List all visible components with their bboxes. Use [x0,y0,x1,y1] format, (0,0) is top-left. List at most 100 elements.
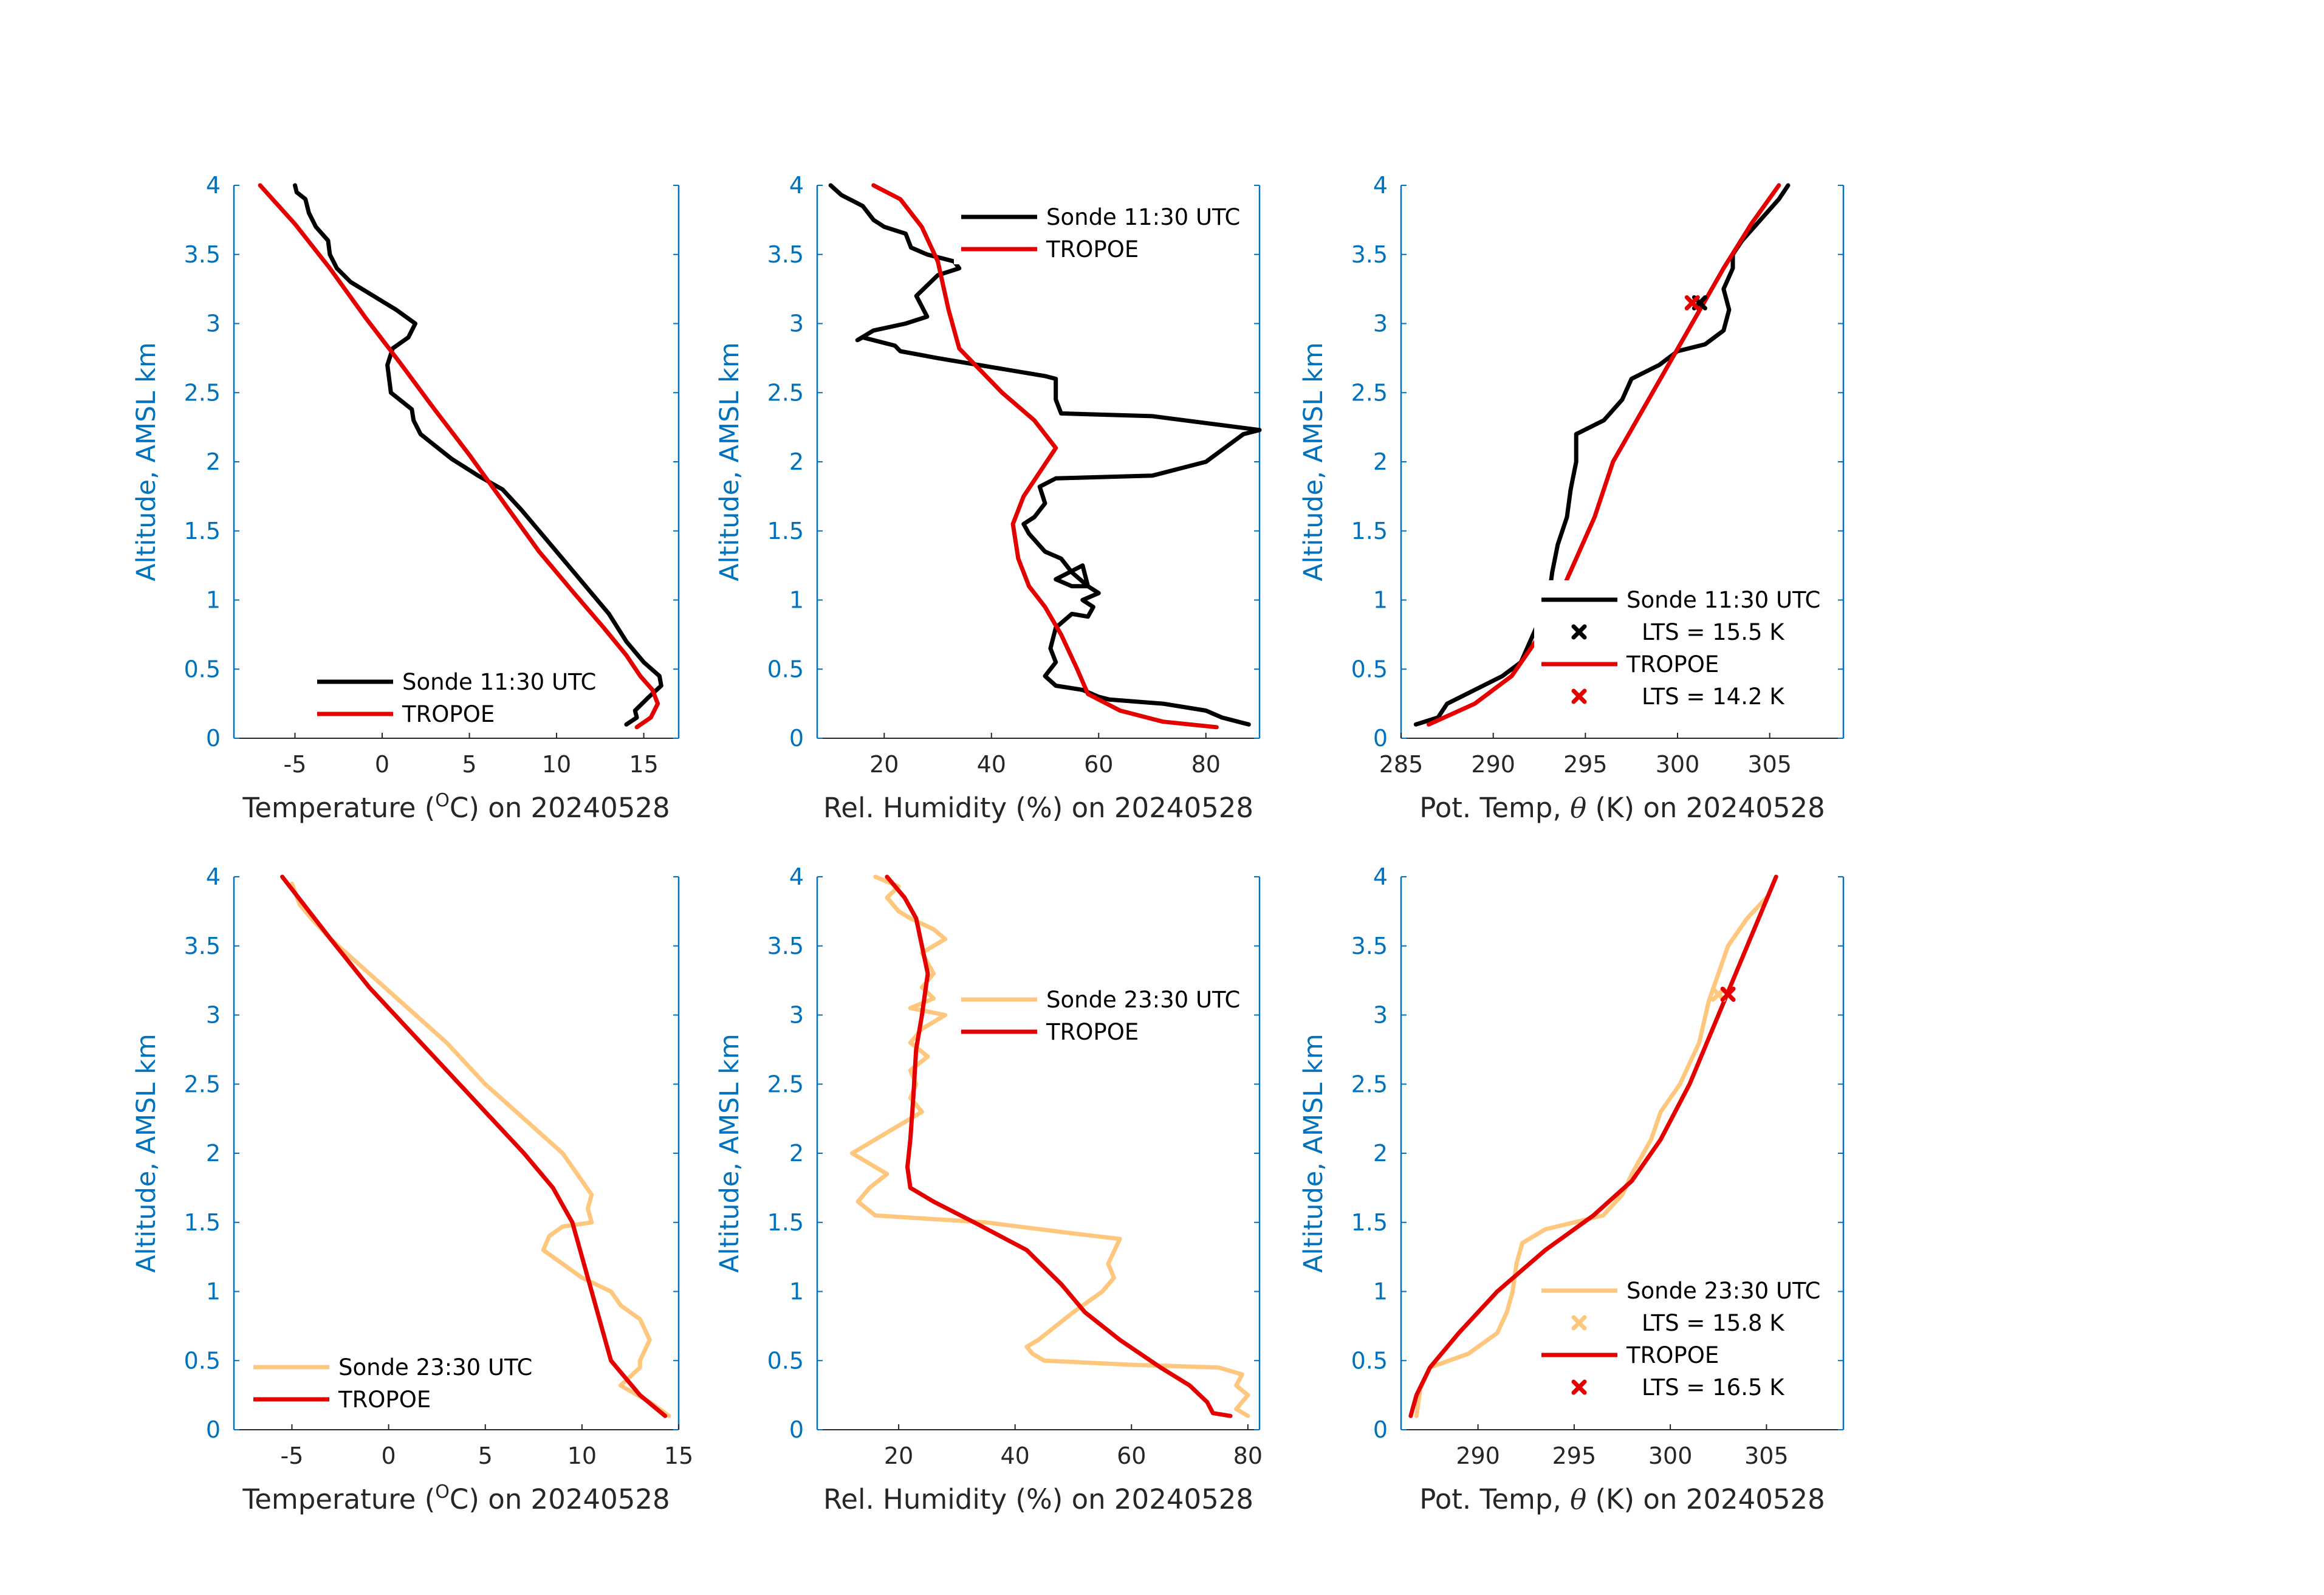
y-tick-label: 1 [789,587,804,614]
chart-panel-1: 0 0.5 1 1.5 2 2.5 3 3.5 4 -5 0 5 10 15 Altitude, AMSL … [131,172,680,824]
legend-box [246,1348,538,1415]
legend: Sonde 11:30 UTC TROPOE [954,197,1252,264]
y-tick-label: 3 [206,1002,221,1029]
legend-label: LTS = 16.5 K [1642,1374,1785,1401]
legend: Sonde 23:30 UTC LTS = 15.8 K TROPOE LTS = 1… [1534,1271,1832,1405]
legend: Sonde 11:30 UTC LTS = 15.5 K TROPOE LTS = 1… [1534,580,1832,714]
y-tick-label: 1 [1373,1278,1388,1305]
x-tick-label: 290 [1456,1442,1500,1469]
x-axis-label: Pot. Temp, θ (K) on 20240528 [1419,1483,1825,1515]
legend: Sonde 11:30 UTC TROPOE [310,662,602,729]
legend-label: Sonde 11:30 UTC [1046,204,1240,230]
y-tick-label: 0.5 [767,656,804,682]
y-tick-label: 1 [789,1278,804,1305]
y-tick-label: 0 [206,725,221,752]
chart-panel-3: 0 0.5 1 1.5 2 2.5 3 3.5 4 285 290 295 300 305 Altitude… [1298,172,1845,824]
x-tick-label: 15 [629,751,658,778]
legend-label: Sonde 11:30 UTC [402,669,596,695]
legend-label: Sonde 11:30 UTC [1626,587,1820,613]
legend-label: Sonde 23:30 UTC [1626,1278,1820,1304]
legend-label: Sonde 23:30 UTC [1046,987,1240,1013]
y-tick-label: 1 [206,1278,221,1305]
y-tick-label: 2 [1373,448,1388,475]
y-tick-label: 3 [206,310,221,337]
x-axis-label: Temperature (OC) on 20240528 [242,1481,670,1515]
y-tick-label: 1.5 [184,1209,221,1236]
y-tick-label: 2.5 [184,379,221,406]
y-tick-label: 3.5 [184,933,221,959]
chart-panel-6: 0 0.5 1 1.5 2 2.5 3 3.5 4 290 295 300 305 Altitude, A… [1298,863,1845,1515]
legend-marker-swatch [1571,1379,1587,1395]
y-tick-label: 2.5 [767,379,804,406]
y-tick-label: 0.5 [184,1347,221,1374]
legend-label: TROPOE [402,701,495,727]
x-tick-label: 10 [542,751,571,778]
legend-label: LTS = 15.5 K [1642,619,1785,645]
legend-label: TROPOE [1626,651,1719,677]
y-axis-label: Altitude, AMSL km [131,342,162,581]
x-tick-label: 10 [567,1442,597,1469]
y-tick-label: 4 [206,172,221,199]
x-tick-label: 300 [1656,751,1700,778]
x-tick-label: 20 [884,1442,913,1469]
x-tick-label: 305 [1744,1442,1789,1469]
y-tick-label: 2.5 [767,1071,804,1097]
legend-marker-swatch [1571,1315,1587,1331]
x-tick-label: 290 [1471,751,1515,778]
y-tick-label: 2 [789,1140,804,1167]
x-tick-label: 20 [869,751,899,778]
y-tick-label: 4 [1373,172,1388,199]
x-tick-label: 5 [478,1442,493,1469]
tropoe-series-line [871,183,1219,730]
sonde-series-line [293,183,663,727]
y-tick-label: 1.5 [1351,1209,1388,1236]
y-tick-label: 4 [1373,863,1388,890]
y-tick-label: 2 [206,1140,221,1167]
y-tick-label: 3 [1373,310,1388,337]
y-tick-label: 0.5 [184,656,221,682]
y-tick-label: 4 [789,172,804,199]
y-tick-label: 1.5 [767,518,804,544]
y-axis-label: Altitude, AMSL km [1298,342,1329,581]
tropoe-series-line [885,874,1233,1418]
chart-panel-2: 0 0.5 1 1.5 2 2.5 3 3.5 4 20 40 60 80 Altitude, AMSL … [715,172,1262,824]
legend: Sonde 23:30 UTC TROPOE [954,980,1252,1047]
legend-label: TROPOE [1626,1342,1719,1368]
y-tick-label: 4 [206,863,221,890]
tropoe-series-line [280,874,668,1418]
lts-marker-2 [1684,295,1700,310]
chart-panel-4: 0 0.5 1 1.5 2 2.5 3 3.5 4 -5 0 5 10 15 Altitude, AMSL … [131,863,693,1515]
y-tick-label: 2.5 [1351,1071,1388,1097]
sonde-series-line [290,881,671,1418]
legend-label: LTS = 14.2 K [1642,684,1785,710]
lts-marker-2 [1720,986,1736,1002]
chart-panel-5: 0 0.5 1 1.5 2 2.5 3 3.5 4 20 40 60 80 Altitude, AMSL … [715,863,1263,1515]
x-tick-label: 0 [382,1442,396,1469]
legend-label: TROPOE [338,1387,431,1413]
y-tick-label: 0 [206,1416,221,1443]
y-tick-label: 1.5 [767,1209,804,1236]
x-tick-label: 60 [1117,1442,1146,1469]
y-tick-label: 0.5 [1351,656,1388,682]
y-tick-label: 3.5 [1351,241,1388,268]
y-tick-label: 0.5 [767,1347,804,1374]
x-axis-label: Rel. Humidity (%) on 20240528 [823,792,1253,824]
x-tick-label: -5 [284,751,307,778]
legend-marker-swatch [1571,624,1587,640]
legend-label: TROPOE [1046,1019,1139,1045]
x-tick-label: 0 [375,751,389,778]
x-tick-label: -5 [281,1442,304,1469]
y-tick-label: 1 [206,587,221,614]
y-tick-label: 1.5 [1351,518,1388,544]
x-tick-label: 300 [1648,1442,1693,1469]
tropoe-series-line [1408,874,1778,1418]
y-tick-label: 3.5 [184,241,221,268]
y-axis-label: Altitude, AMSL km [715,342,745,581]
y-tick-label: 3 [1373,1002,1388,1029]
y-tick-label: 0 [789,1416,804,1443]
y-tick-label: 4 [789,863,804,890]
x-tick-label: 15 [664,1442,693,1469]
x-axis-label: Pot. Temp, θ (K) on 20240528 [1419,792,1825,824]
